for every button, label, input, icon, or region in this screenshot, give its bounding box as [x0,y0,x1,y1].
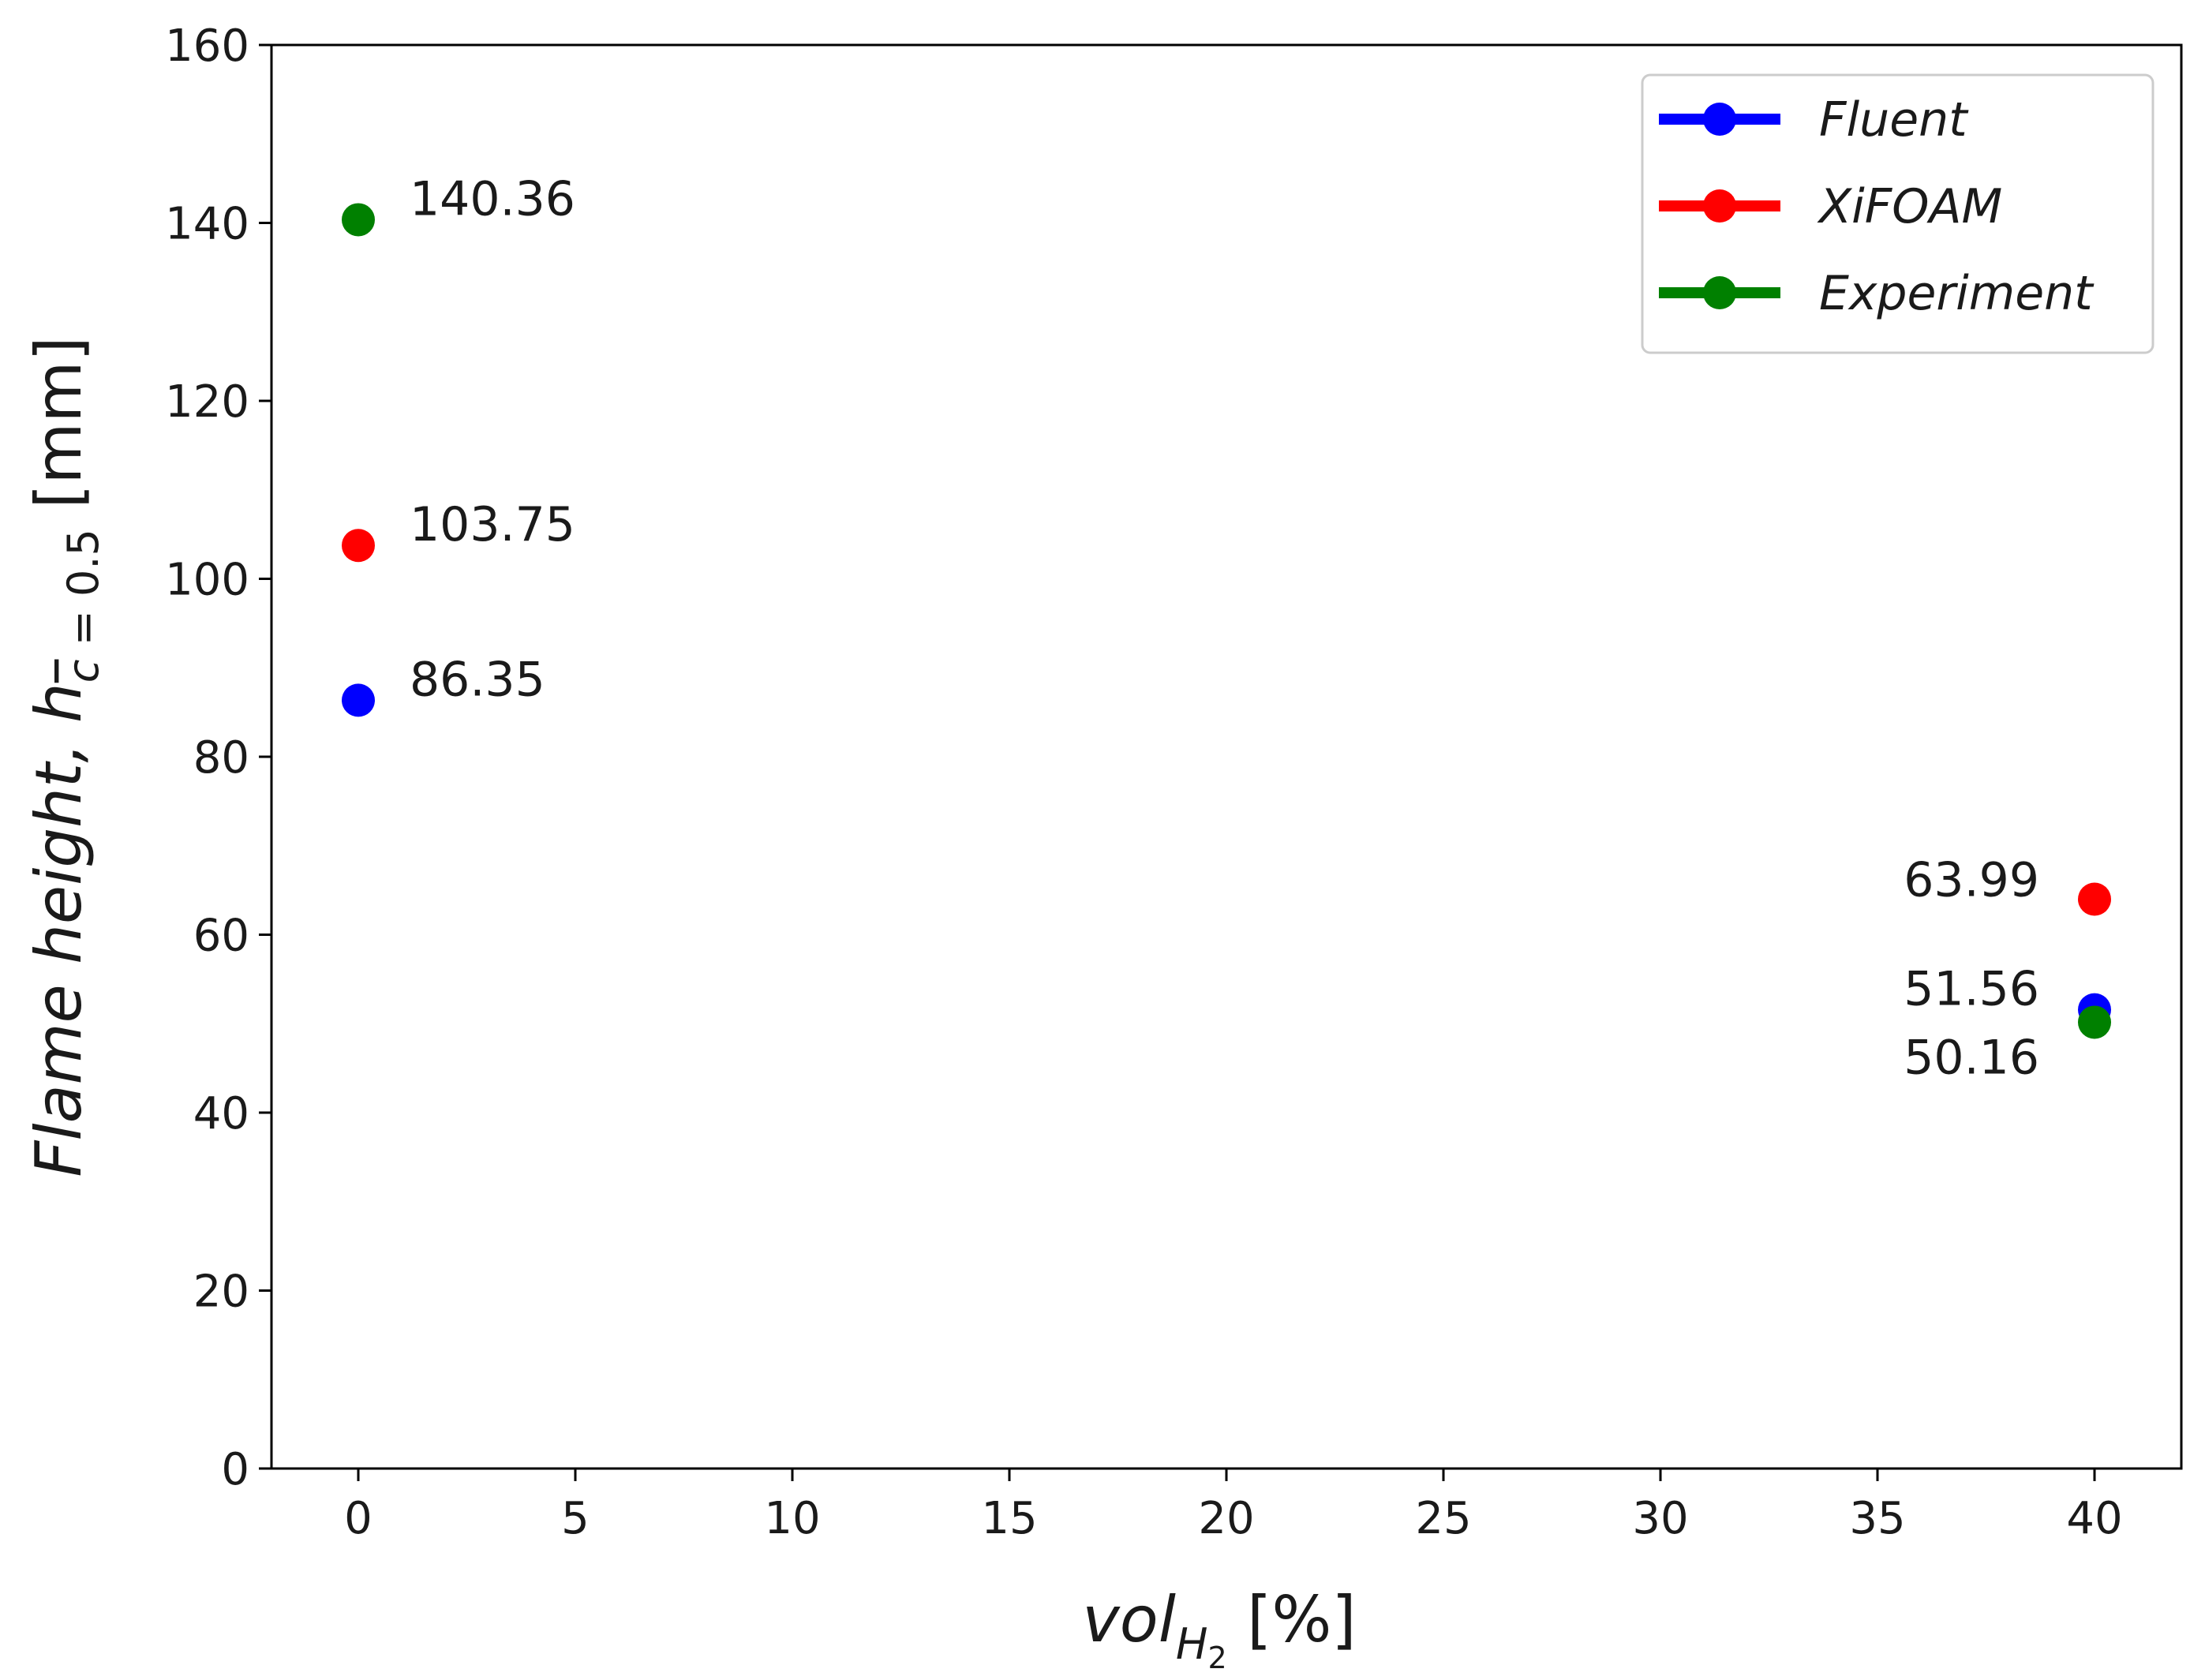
experiment-point [342,203,375,237]
x-tick-label: 35 [1849,1493,1905,1544]
xifoam-legend-marker [1703,189,1736,223]
y-axis-label-sub-rest: = 0.5 [58,529,108,659]
legend-frame [1641,73,2154,354]
y-tick-label: 40 [193,1088,249,1139]
xifoam-point [2078,882,2111,916]
y-axis-label: Flame height, hc = 0.5 [mm] [22,336,108,1177]
y-axis-label-text: Flame height, [22,723,95,1177]
y-axis-label-unit: [mm] [22,336,95,529]
data-labels: 86.35 51.56 103.75 63.99 140.36 50.16 [410,171,2039,1085]
data-points [342,203,2111,1039]
y-tick-label: 140 [165,199,249,250]
y-tick-label: 20 [193,1267,249,1318]
y-tick-label: 60 [193,911,249,962]
fluent-point [342,683,375,717]
xifoam-value-label: 63.99 [1904,853,2039,908]
x-axis-label-unit: [%] [1227,1583,1357,1656]
x-axis-ticks: 0 5 10 15 20 25 30 35 40 [344,1469,2123,1544]
y-axis-ticks: 0 20 40 60 80 100 120 140 160 [165,21,271,1495]
experiment-point [2078,1005,2111,1039]
x-tick-label: 0 [344,1493,372,1544]
y-tick-label: 120 [165,376,249,428]
fluent-legend-label: Fluent [1819,92,1969,148]
x-tick-label: 40 [2066,1493,2122,1544]
xifoam-value-label: 103.75 [410,497,575,552]
y-axis-label-sub-c: c [58,660,108,683]
x-axis-label-subsub: 2 [1208,1641,1227,1675]
xifoam-point [342,529,375,563]
x-tick-label: 5 [561,1493,590,1544]
x-tick-label: 25 [1415,1493,1471,1544]
xifoam-legend-label: XiFOAM [1817,179,2002,234]
y-tick-label: 100 [165,555,249,606]
experiment-value-label: 140.36 [410,171,575,226]
x-axis-label: volH2 [%] [1082,1583,1356,1675]
y-tick-label: 160 [165,21,249,72]
x-tick-label: 10 [764,1493,820,1544]
legend: Fluent XiFOAM Experiment [1641,73,2154,354]
x-tick-label: 30 [1632,1493,1688,1544]
fluent-value-label: 86.35 [410,652,545,707]
experiment-legend-marker [1703,276,1736,309]
experiment-legend-label: Experiment [1819,266,2095,321]
y-axis-label-symbol: h [22,683,95,723]
x-axis-label-sub: H [1176,1619,1208,1669]
fluent-value-label: 51.56 [1904,962,2039,1017]
experiment-value-label: 50.16 [1904,1030,2039,1085]
y-tick-label: 0 [221,1444,249,1495]
y-tick-label: 80 [193,732,249,784]
x-axis-label-base: vol [1082,1583,1176,1656]
fluent-legend-marker [1703,103,1736,136]
x-tick-label: 15 [981,1493,1037,1544]
x-tick-label: 20 [1198,1493,1254,1544]
